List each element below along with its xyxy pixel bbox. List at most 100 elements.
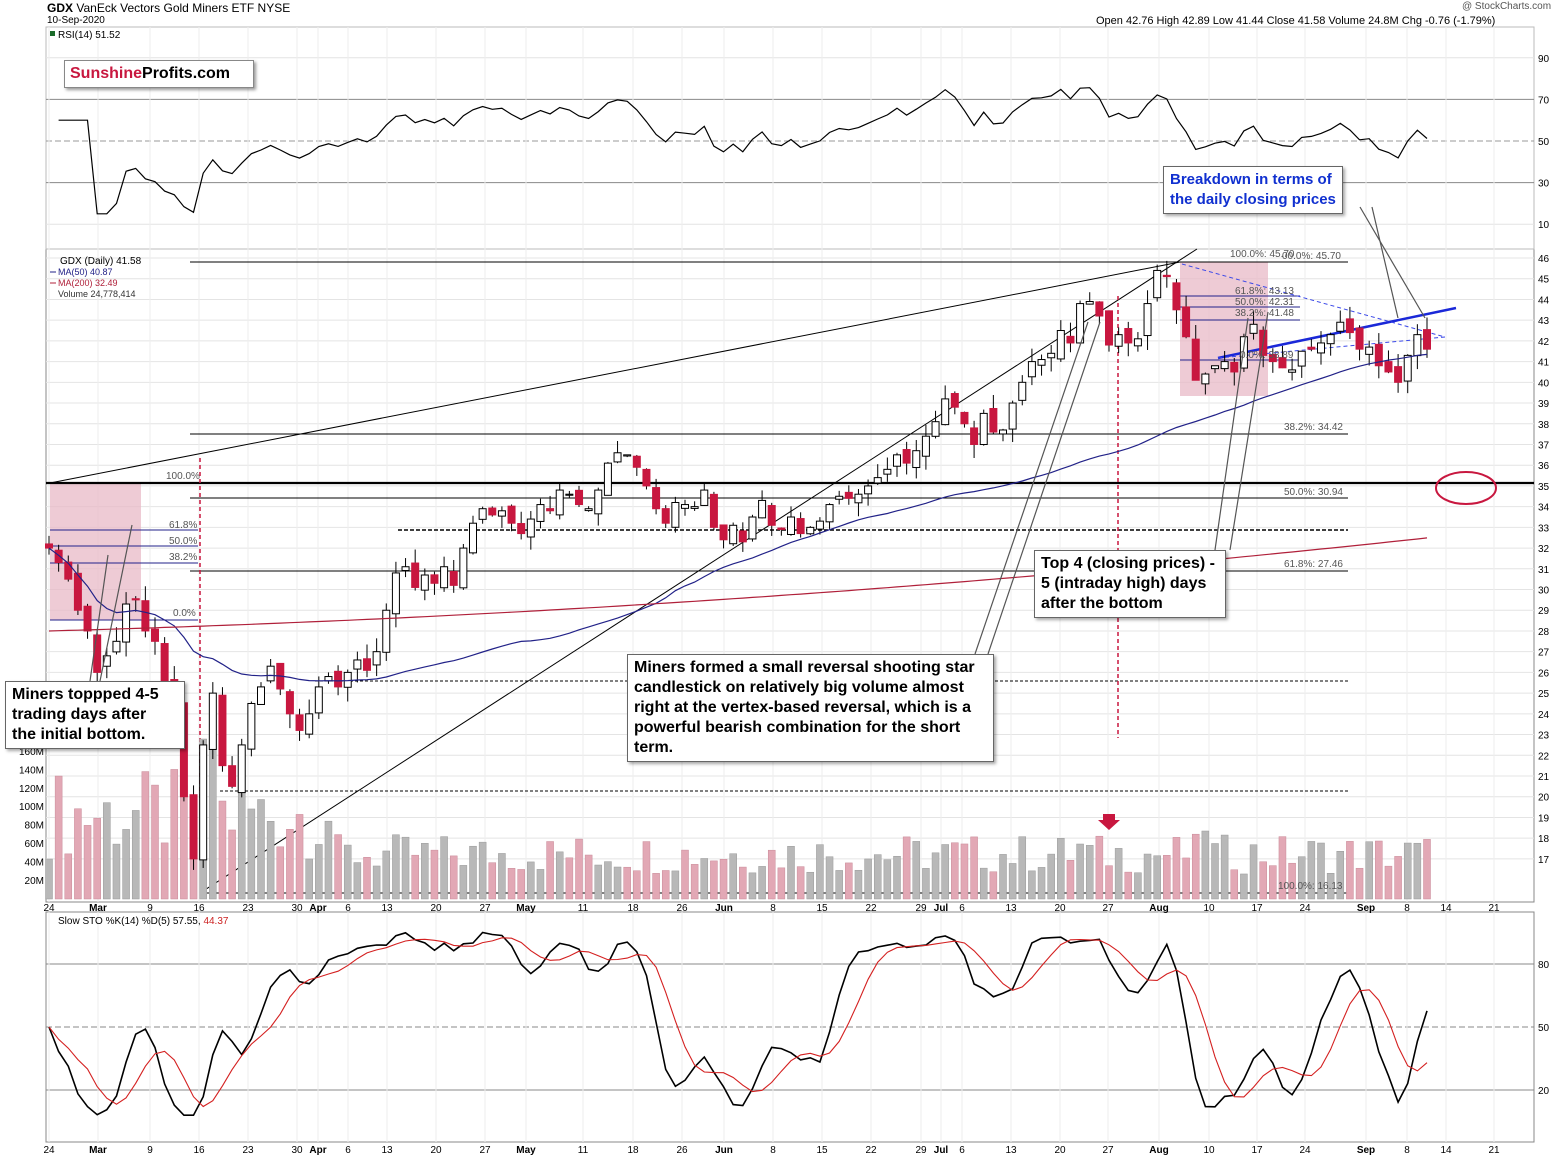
candle-body [353, 659, 362, 670]
volume-bar [1153, 855, 1161, 900]
price-tick-label: 33 [1538, 523, 1550, 534]
candle-body [1172, 282, 1181, 311]
candle-body [1201, 373, 1210, 385]
price-tick-label: 34 [1538, 503, 1550, 514]
volume-bar [237, 790, 246, 900]
volume-bar [517, 869, 525, 900]
volume-bar [353, 862, 362, 900]
volume-bar [623, 866, 631, 900]
volume-bar [1114, 848, 1123, 900]
date-tick-label: Apr [309, 1145, 326, 1156]
candle-body [343, 671, 352, 688]
volume-bar [1394, 856, 1402, 900]
date-tick-label: Sep [1357, 903, 1375, 914]
volume-bar [507, 868, 516, 900]
volume-bar [864, 858, 872, 900]
volume-bar [739, 866, 747, 900]
fib-0-top: 0.0%: 38.89 [1240, 350, 1294, 361]
candle-body [314, 686, 323, 714]
candle-body [1326, 334, 1335, 345]
volume-bar [1143, 853, 1152, 900]
candle-body [941, 398, 950, 426]
sto-d-line [48, 937, 1428, 1108]
date-tick-label: 24 [43, 1145, 55, 1156]
candle-body [1066, 335, 1075, 344]
volume-bar [93, 817, 101, 900]
candle-body [979, 412, 988, 446]
volume-bar [411, 854, 419, 900]
volume-bar [334, 834, 342, 900]
candle-body [1037, 359, 1046, 366]
volume-tick-label: 100M [19, 802, 44, 813]
volume-bar [1413, 842, 1422, 900]
candle-body [1220, 361, 1229, 370]
date-tick-label: 27 [1102, 1145, 1114, 1156]
date-tick-label: 8 [1404, 1145, 1410, 1156]
sto-tick-label: 50 [1538, 1023, 1550, 1034]
highlight-ellipse [1435, 471, 1497, 505]
volume-bar [1163, 855, 1171, 900]
price-tick-label: 44 [1538, 295, 1550, 306]
candle-body [575, 489, 583, 506]
volume-bar [652, 873, 660, 900]
volume-bar [1172, 837, 1181, 900]
fib-100-bot: 100.0%: 16.13 [1278, 881, 1343, 892]
price-tick-label: 30 [1538, 586, 1550, 597]
sto-tick-label: 80 [1538, 960, 1550, 971]
candle-body [1124, 328, 1133, 344]
volume-bar [305, 858, 313, 900]
date-tick-label: 27 [479, 1145, 491, 1156]
candle-body [642, 468, 651, 487]
candle-body [1076, 303, 1085, 344]
candle-body [902, 449, 911, 464]
sto-k-line [48, 931, 1428, 1116]
date-tick-label: 20 [430, 1145, 442, 1156]
date-tick-label: 6 [959, 903, 965, 914]
date-tick-label: 18 [627, 1145, 639, 1156]
volume-bar [671, 870, 680, 900]
volume-bar [970, 836, 978, 900]
volume-bar [440, 836, 448, 900]
top4-callout: Top 4 (closing prices) - 5 (intraday hig… [1034, 550, 1226, 618]
chart-title: GDX VanEck Vectors Gold Miners ETF NYSE [47, 1, 291, 15]
volume-bar [1134, 872, 1142, 900]
candle-body [1394, 366, 1403, 383]
volume-bar [1057, 838, 1065, 900]
date-tick-label: 27 [1102, 903, 1114, 914]
candle-body [199, 744, 208, 861]
sto-tick-label: 20 [1538, 1086, 1550, 1097]
candle-body [700, 489, 709, 506]
volume-bar [401, 836, 410, 900]
price-tick-label: 19 [1538, 813, 1550, 824]
price-tick-label: 26 [1538, 668, 1550, 679]
candle-body [825, 504, 834, 523]
date-tick-label: 8 [1404, 903, 1410, 914]
date-tick-label: 14 [1440, 903, 1452, 914]
volume-bar [893, 855, 901, 900]
date-tick-label: Jul [934, 903, 949, 914]
candle-body [555, 489, 564, 516]
candle-body [777, 527, 786, 530]
volume-bar [931, 852, 940, 900]
gdx-legend: GDX (Daily) 41.58 [60, 256, 142, 267]
candle-body [584, 508, 593, 512]
price-tick-label: 24 [1538, 710, 1550, 721]
volume-bar [681, 849, 689, 900]
candle-body [266, 665, 275, 682]
ma200-legend: MA(200) 32.49 [58, 278, 118, 288]
date-tick-label: 30 [291, 903, 303, 914]
fib-50-left: 50.0% [169, 536, 197, 547]
volume-bar [170, 769, 179, 900]
candle-body [1153, 269, 1162, 299]
blue-triangle-upper [1181, 263, 1446, 338]
candle-body [497, 510, 506, 517]
date-tick-label: May [516, 1145, 536, 1156]
volume-bar [1297, 856, 1306, 900]
price-tick-label: 46 [1538, 254, 1550, 265]
volume-bar [1191, 833, 1200, 900]
price-tick-label: 22 [1538, 751, 1550, 762]
volume-bar [286, 829, 294, 900]
volume-tick-label: 60M [25, 839, 44, 850]
candle-body [1162, 274, 1171, 278]
